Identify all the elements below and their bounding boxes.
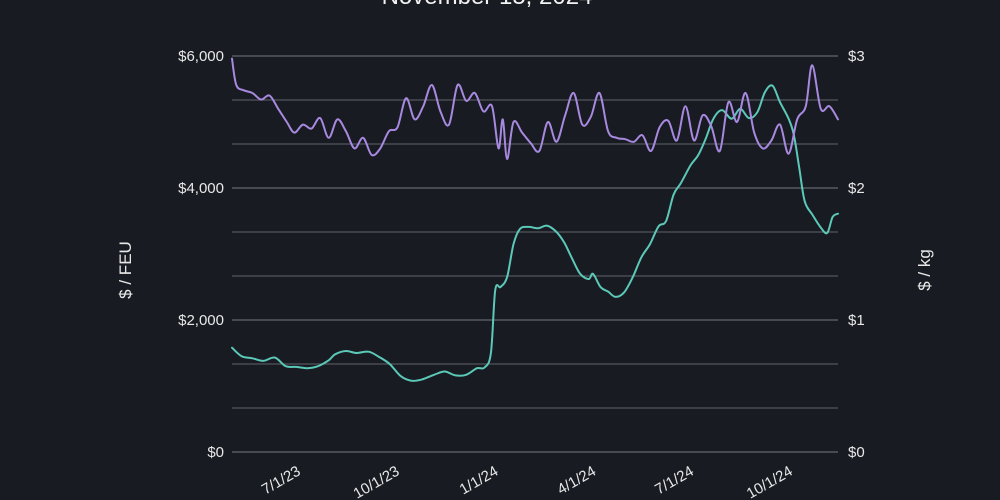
series-layer xyxy=(231,57,839,382)
x-tick-label: 1/1/24 xyxy=(457,463,502,499)
x-tick-label: 4/1/24 xyxy=(554,463,599,499)
y-right-tick-label: $0 xyxy=(848,444,865,461)
y-left-axis-title: $ / FEU xyxy=(116,241,135,299)
y-left-tick-label: $0 xyxy=(207,444,224,461)
y-right-tick-label: $1 xyxy=(848,312,865,329)
chart-title: November 15, 2024 xyxy=(382,0,593,10)
x-tick-label: 10/1/23 xyxy=(351,463,403,500)
y-right-axis-title: $ / kg xyxy=(915,249,934,291)
grid-layer xyxy=(232,55,838,453)
y-right-tick-label: $2 xyxy=(848,180,865,197)
x-tick-label: 10/1/24 xyxy=(744,463,796,500)
y-left-tick-label: $2,000 xyxy=(178,312,224,329)
y-left-tick-label: $6,000 xyxy=(178,48,224,65)
series-line-per-feu xyxy=(231,84,839,382)
y-right-tick-label: $3 xyxy=(848,48,865,65)
x-tick-label: 7/1/23 xyxy=(259,463,304,499)
labels-layer: November 15, 2024 $ / FEU $ / kg $0 $2,00… xyxy=(116,0,934,500)
x-tick-label: 7/1/24 xyxy=(652,463,697,499)
series-line-per-kg xyxy=(231,57,839,161)
y-left-tick-label: $4,000 xyxy=(178,180,224,197)
